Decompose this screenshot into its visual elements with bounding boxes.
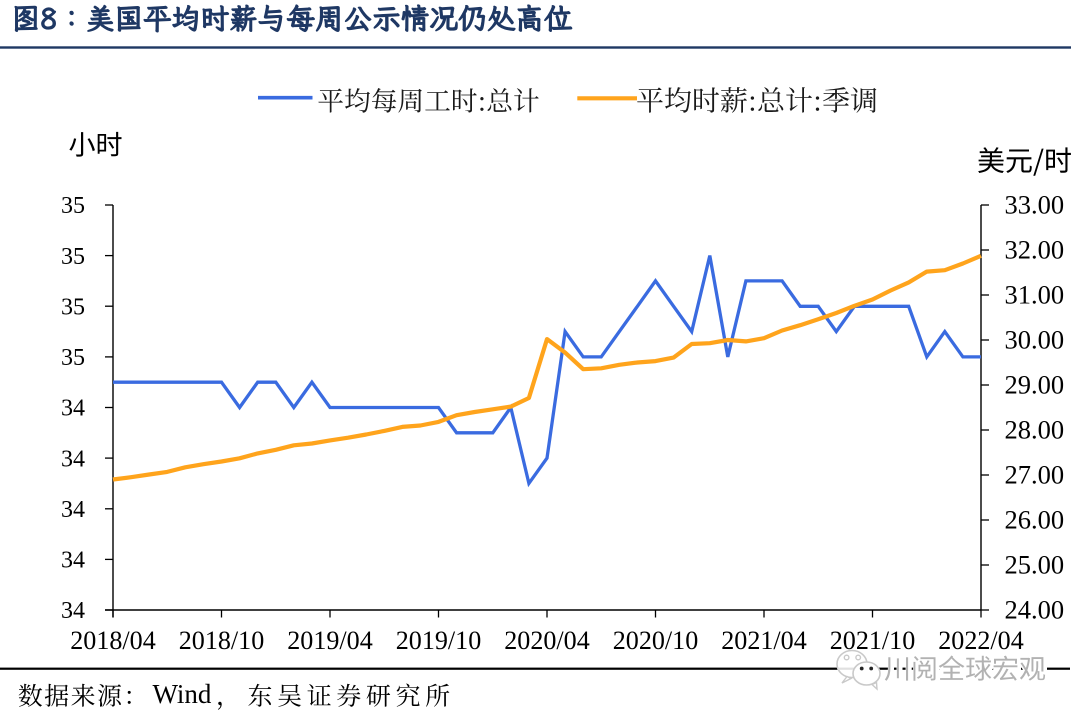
svg-text:25.00: 25.00: [1005, 550, 1065, 580]
svg-text:35: 35: [61, 294, 85, 320]
svg-text:2021/04: 2021/04: [721, 625, 807, 655]
svg-text:24.00: 24.00: [1005, 595, 1065, 625]
svg-text:35: 35: [61, 193, 85, 219]
svg-text:2019/04: 2019/04: [287, 625, 373, 655]
svg-text:34: 34: [61, 497, 85, 523]
svg-text:34: 34: [61, 598, 85, 624]
svg-text:Wind: Wind: [153, 679, 212, 709]
svg-text:30.00: 30.00: [1005, 325, 1065, 355]
svg-text:2020/04: 2020/04: [504, 625, 590, 655]
svg-text:35: 35: [61, 244, 85, 270]
svg-text:33.00: 33.00: [1005, 190, 1065, 220]
svg-text:29.00: 29.00: [1005, 370, 1065, 400]
svg-text:26.00: 26.00: [1005, 505, 1065, 535]
svg-text:32.00: 32.00: [1005, 235, 1065, 265]
svg-text:2018/04: 2018/04: [70, 625, 156, 655]
svg-text:28.00: 28.00: [1005, 415, 1065, 445]
svg-text:2019/10: 2019/10: [396, 625, 482, 655]
svg-text:34: 34: [61, 446, 85, 472]
svg-text:34: 34: [61, 396, 85, 422]
svg-text:2021/10: 2021/10: [830, 625, 916, 655]
svg-text:31.00: 31.00: [1005, 280, 1065, 310]
svg-text:2022/04: 2022/04: [938, 625, 1024, 655]
svg-text:27.00: 27.00: [1005, 460, 1065, 490]
svg-text:34: 34: [61, 548, 85, 574]
svg-text:2020/10: 2020/10: [613, 625, 699, 655]
svg-text:2018/10: 2018/10: [179, 625, 265, 655]
svg-text:35: 35: [61, 345, 85, 371]
